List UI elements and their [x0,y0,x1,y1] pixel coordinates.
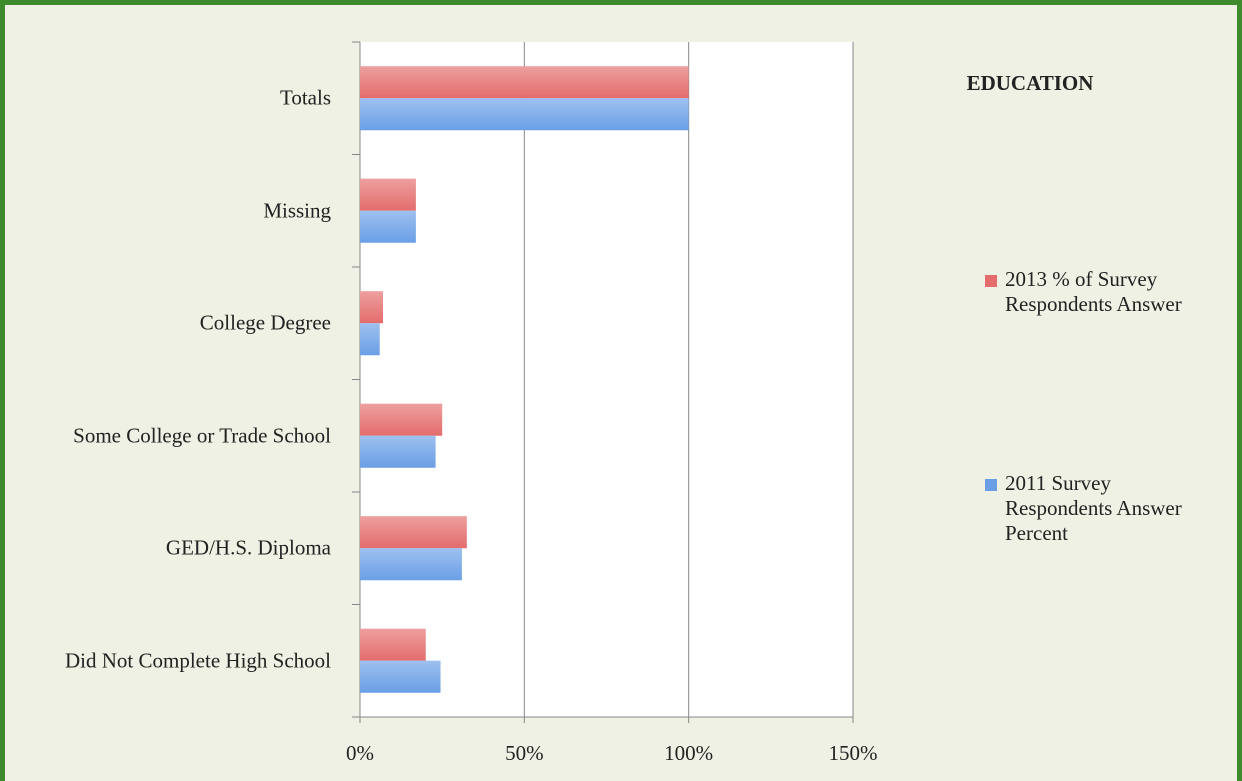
bar-shine [360,628,426,661]
x-tick-label: 100% [664,741,713,765]
bar-shine [360,323,380,356]
legend-label: 2013 % of Survey Respondents Answer [1005,267,1182,316]
y-tick-label: Some College or Trade School [73,423,331,448]
bar-shine [360,516,467,549]
bar-shine [360,291,384,324]
y-tick-label: College Degree [199,310,331,335]
chart-title: EDUCATION [967,71,1094,95]
x-tick-label: 150% [829,741,878,765]
legend-swatch [985,479,997,491]
bar-shine [360,98,689,131]
y-tick-label: Did Not Complete High School [65,648,331,673]
bar-shine [360,660,441,693]
bar-shine [360,66,689,99]
legend-label: 2011 Survey Respondents Answer Percent [1005,471,1182,545]
bar-shine [360,435,436,468]
bar-shine [360,210,416,243]
y-tick-label: GED/H.S. Diploma [165,535,331,560]
x-tick-label: 50% [505,741,544,765]
y-tick-label: Missing [263,198,331,223]
legend-swatch [985,275,997,287]
plot-area [360,42,853,717]
x-tick-label: 0% [346,741,374,765]
y-tick-label: Totals [279,85,331,110]
bar-shine [360,178,416,211]
bar-shine [360,403,443,436]
bar-shine [360,548,462,581]
chart-svg: EDUCATION 0% 50% 100% 150% [346,41,1094,765]
